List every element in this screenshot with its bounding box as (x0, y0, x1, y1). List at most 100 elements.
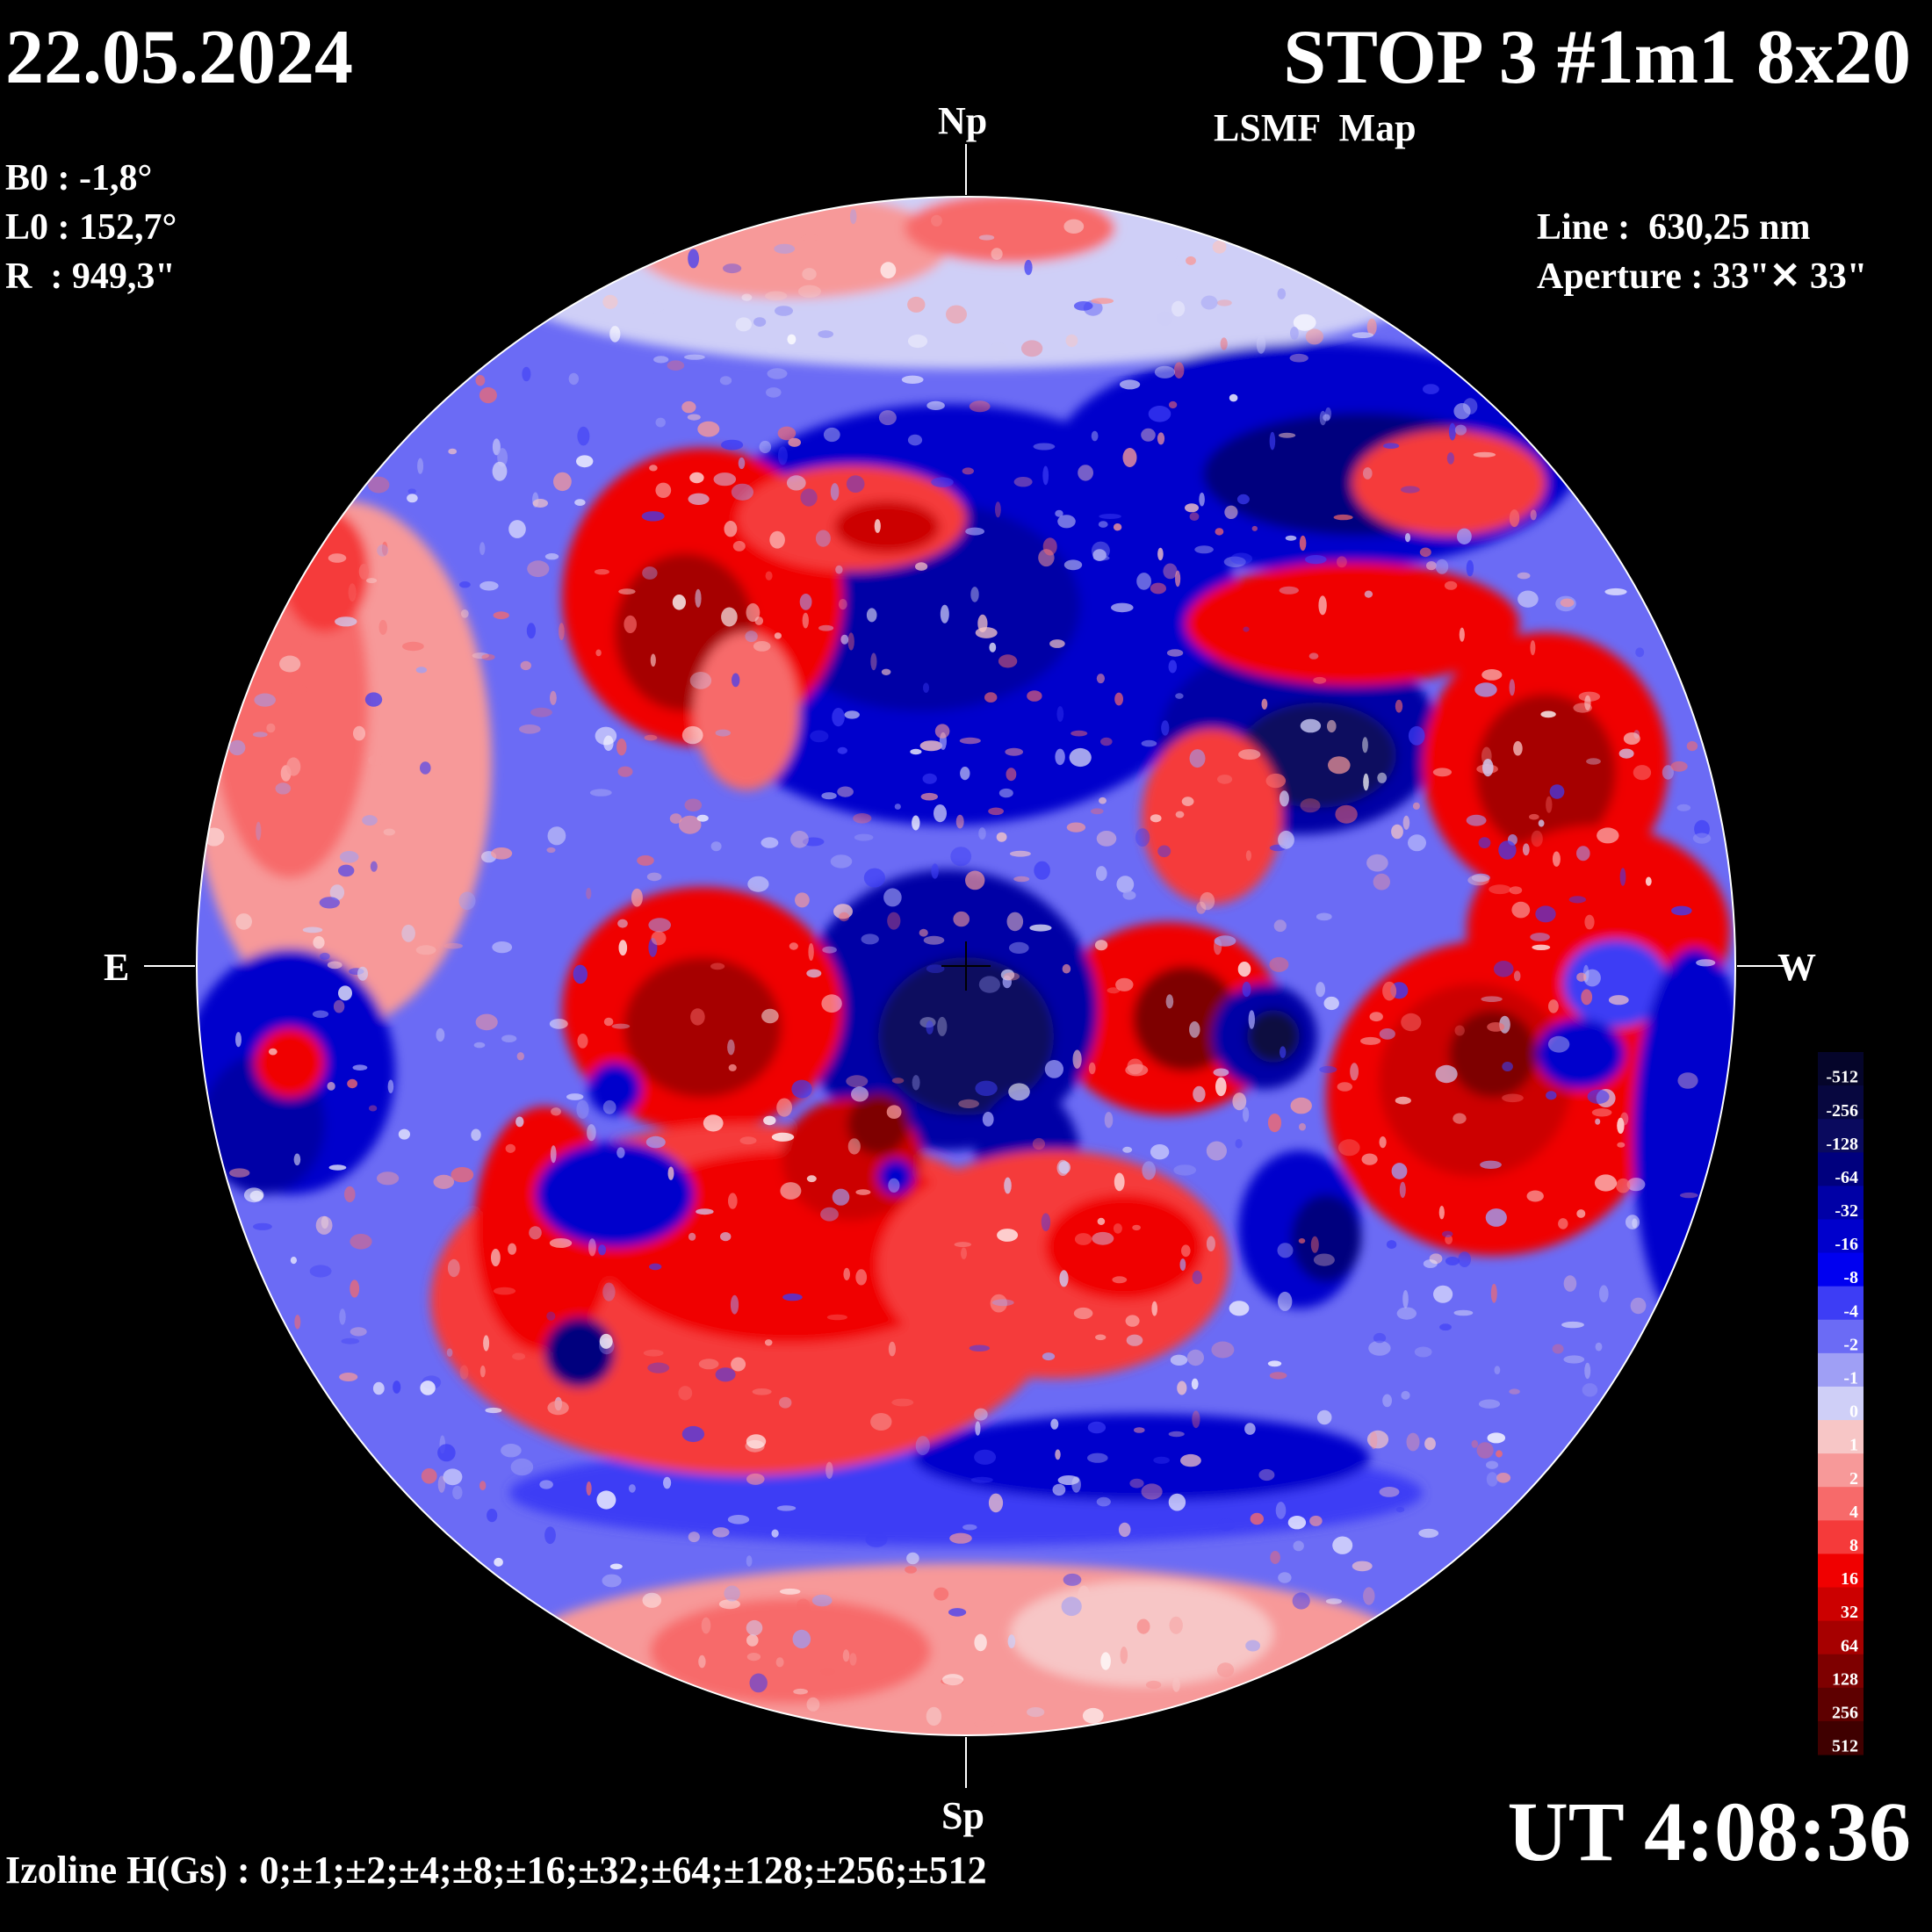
speckle (1368, 1340, 1391, 1356)
speckle (1279, 790, 1289, 807)
speckle (576, 1099, 589, 1120)
speckle (806, 1697, 820, 1712)
speckle (1630, 1297, 1647, 1315)
speckle (1009, 850, 1031, 857)
speckle (501, 1444, 522, 1458)
speckle (1172, 1677, 1180, 1692)
speckle (447, 1258, 460, 1278)
speckle (667, 1166, 674, 1180)
scale-label: -256 (1826, 1101, 1858, 1121)
speckle (746, 1473, 765, 1485)
speckle (753, 641, 771, 652)
speckle (649, 465, 658, 472)
speckle (1034, 861, 1050, 880)
speckle (802, 837, 825, 847)
scale-swatch (1818, 1620, 1864, 1655)
speckle (991, 248, 1003, 260)
speckle (1485, 1208, 1507, 1227)
speckle (838, 599, 847, 610)
speckle (1175, 254, 1192, 268)
speckle (568, 372, 579, 386)
speckle (1619, 868, 1626, 886)
speckle (703, 1114, 724, 1132)
speckle (377, 1171, 400, 1186)
speckle (492, 461, 508, 481)
speckle (949, 1532, 972, 1544)
speckle (235, 913, 253, 930)
speckle (878, 410, 897, 426)
speckle (1412, 802, 1420, 810)
speckle (854, 833, 874, 841)
speckle (362, 815, 378, 826)
speckle (1236, 494, 1250, 505)
speckle (1245, 1640, 1260, 1652)
speckle (520, 660, 531, 671)
speckle (1538, 819, 1545, 827)
speckle (370, 861, 378, 872)
speckle (573, 964, 588, 984)
speckle (774, 243, 796, 254)
speckle (1522, 843, 1530, 856)
speckle (669, 813, 682, 824)
speckle (965, 870, 985, 890)
speckle (1560, 598, 1575, 608)
speckle (931, 477, 954, 487)
speckle (1132, 1224, 1141, 1231)
speckle (1069, 747, 1092, 768)
speckle (800, 488, 818, 507)
speckle (357, 966, 368, 981)
speckle (576, 455, 594, 468)
speckle (1408, 725, 1425, 746)
speckle (1677, 1072, 1698, 1089)
speckle (948, 1608, 967, 1617)
speckle (1377, 772, 1388, 783)
speckle (1180, 1453, 1201, 1467)
speckle (1292, 1592, 1310, 1610)
speckle (1370, 1431, 1378, 1450)
speckle (1623, 732, 1640, 745)
speckle (1352, 332, 1374, 338)
speckle (1042, 537, 1057, 556)
scale-label: 128 (1832, 1669, 1858, 1689)
speckle (368, 1105, 378, 1112)
speckle (1549, 784, 1565, 799)
speckle (1433, 1285, 1453, 1303)
speckle (1471, 873, 1490, 883)
speckle (328, 1164, 347, 1171)
speckle (479, 1365, 486, 1378)
speckle (1055, 1449, 1061, 1460)
speckle (1364, 590, 1373, 598)
speckle (253, 1222, 272, 1230)
speckle (526, 623, 537, 639)
speckle (1676, 804, 1691, 811)
speckle (631, 888, 643, 907)
speckle (1617, 1142, 1626, 1148)
speckle (1509, 1388, 1520, 1395)
speckle (1157, 311, 1173, 326)
speckle (1595, 1118, 1601, 1125)
speckle (550, 690, 557, 705)
speckle (1552, 1344, 1564, 1354)
speckle (547, 1400, 569, 1416)
speckle (840, 634, 849, 645)
speckle (746, 602, 761, 623)
speckle (1134, 1427, 1145, 1433)
speckle (1466, 559, 1474, 577)
speckle (1122, 1146, 1133, 1153)
speckle (779, 1396, 792, 1409)
speckle (329, 884, 345, 901)
speckle (1467, 875, 1489, 886)
speckle (1299, 1122, 1306, 1131)
speckle (1496, 1473, 1511, 1483)
speckle (970, 1476, 993, 1483)
speckle (1323, 996, 1339, 1011)
speckle (1285, 535, 1297, 541)
speckle (1632, 1218, 1638, 1229)
speckle (1604, 588, 1627, 595)
speckle (1141, 739, 1157, 747)
speckle (1157, 845, 1171, 858)
speckle (958, 1099, 979, 1108)
speckle (769, 530, 785, 549)
speckle (663, 1476, 672, 1489)
speckle (407, 488, 416, 494)
